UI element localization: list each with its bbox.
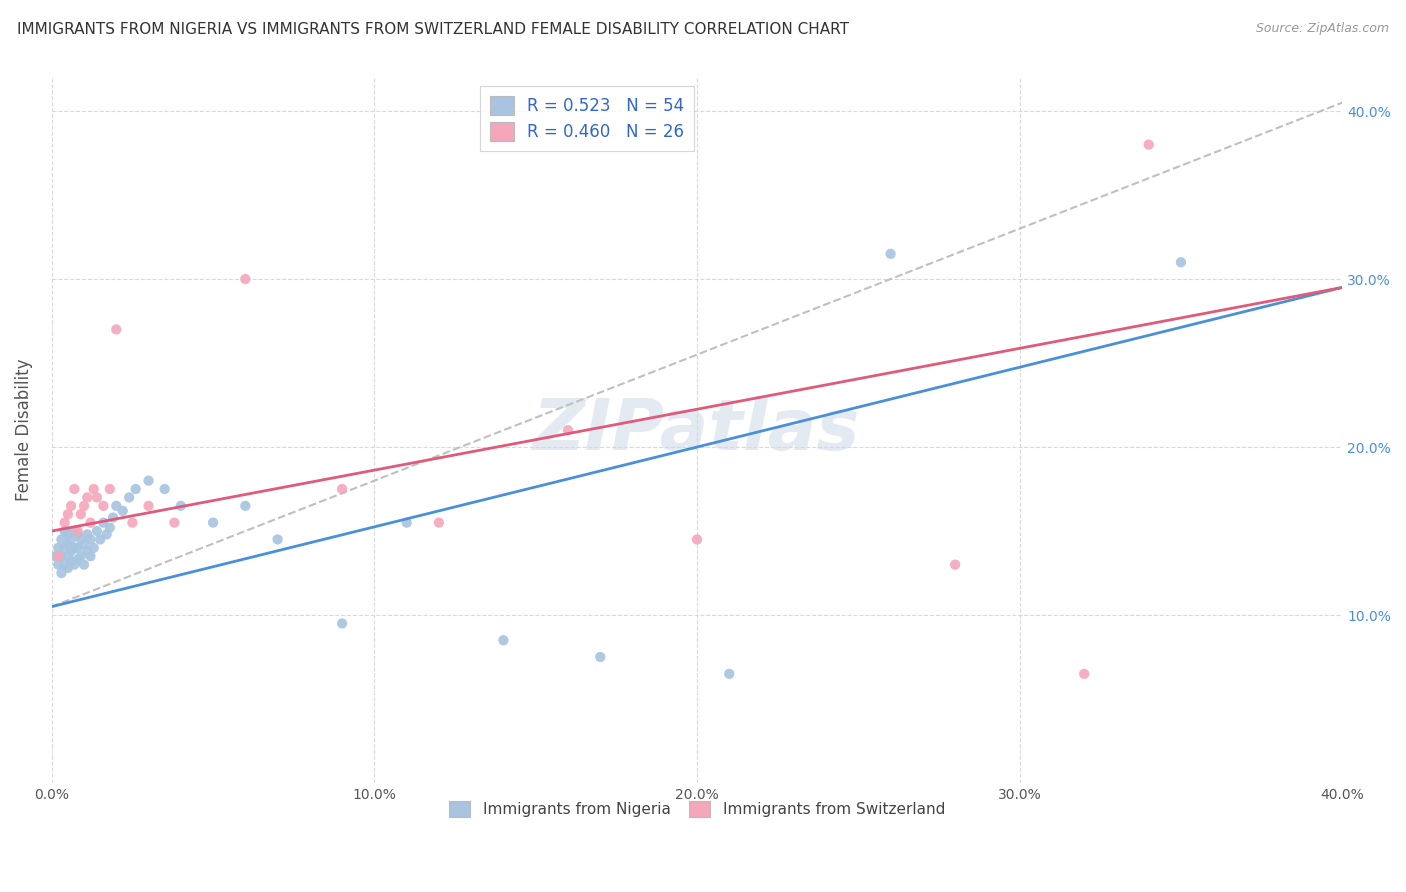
Point: [63, 541, 86, 555]
Point: [330, 616, 353, 631]
Point: [86, 524, 108, 538]
Point: [63, 558, 86, 572]
Point: [44, 549, 66, 564]
Point: [60, 544, 83, 558]
Point: [83, 541, 105, 555]
Point: [51, 549, 73, 564]
Point: [69, 533, 91, 547]
Point: [46, 549, 69, 564]
Point: [98, 482, 121, 496]
Point: [83, 482, 105, 496]
Point: [138, 474, 160, 488]
Text: ZIPatlas: ZIPatlas: [533, 396, 860, 465]
Point: [60, 554, 83, 568]
Point: [73, 537, 96, 551]
Point: [66, 552, 89, 566]
Point: [51, 566, 73, 580]
Point: [63, 482, 86, 496]
Point: [105, 499, 128, 513]
Point: [79, 549, 101, 564]
Y-axis label: Female Disability: Female Disability: [15, 359, 32, 501]
Point: [76, 491, 98, 505]
Point: [86, 491, 108, 505]
Point: [153, 482, 176, 496]
Point: [879, 247, 901, 261]
Point: [395, 516, 418, 530]
Point: [557, 423, 579, 437]
Point: [266, 533, 288, 547]
Point: [93, 516, 115, 530]
Point: [1073, 666, 1095, 681]
Point: [93, 499, 115, 513]
Point: [330, 482, 353, 496]
Point: [46, 541, 69, 555]
Point: [163, 516, 186, 530]
Point: [76, 527, 98, 541]
Point: [56, 561, 79, 575]
Text: IMMIGRANTS FROM NIGERIA VS IMMIGRANTS FROM SWITZERLAND FEMALE DISABILITY CORRELA: IMMIGRANTS FROM NIGERIA VS IMMIGRANTS FR…: [17, 22, 849, 37]
Point: [69, 508, 91, 522]
Point: [53, 516, 76, 530]
Point: [105, 322, 128, 336]
Point: [427, 516, 450, 530]
Point: [101, 510, 124, 524]
Point: [1170, 255, 1192, 269]
Point: [56, 508, 79, 522]
Point: [73, 558, 96, 572]
Point: [66, 524, 89, 538]
Point: [69, 549, 91, 564]
Point: [1137, 137, 1160, 152]
Point: [46, 558, 69, 572]
Point: [53, 541, 76, 555]
Point: [79, 516, 101, 530]
Point: [66, 527, 89, 541]
Point: [111, 504, 134, 518]
Point: [121, 516, 143, 530]
Point: [56, 537, 79, 551]
Point: [718, 666, 741, 681]
Point: [79, 533, 101, 547]
Point: [76, 544, 98, 558]
Point: [73, 499, 96, 513]
Point: [60, 499, 83, 513]
Point: [233, 499, 256, 513]
Point: [66, 541, 89, 555]
Point: [89, 533, 111, 547]
Point: [170, 499, 193, 513]
Point: [943, 558, 966, 572]
Point: [124, 482, 146, 496]
Point: [492, 633, 515, 648]
Point: [686, 533, 709, 547]
Point: [202, 516, 225, 530]
Point: [589, 650, 612, 665]
Point: [53, 558, 76, 572]
Point: [118, 491, 141, 505]
Point: [233, 272, 256, 286]
Point: [56, 549, 79, 564]
Point: [98, 521, 121, 535]
Point: [53, 524, 76, 538]
Point: [51, 533, 73, 547]
Point: [138, 499, 160, 513]
Point: [56, 527, 79, 541]
Point: [63, 524, 86, 538]
Point: [96, 527, 118, 541]
Legend: Immigrants from Nigeria, Immigrants from Switzerland: Immigrants from Nigeria, Immigrants from…: [441, 794, 952, 825]
Text: Source: ZipAtlas.com: Source: ZipAtlas.com: [1256, 22, 1389, 36]
Point: [60, 533, 83, 547]
